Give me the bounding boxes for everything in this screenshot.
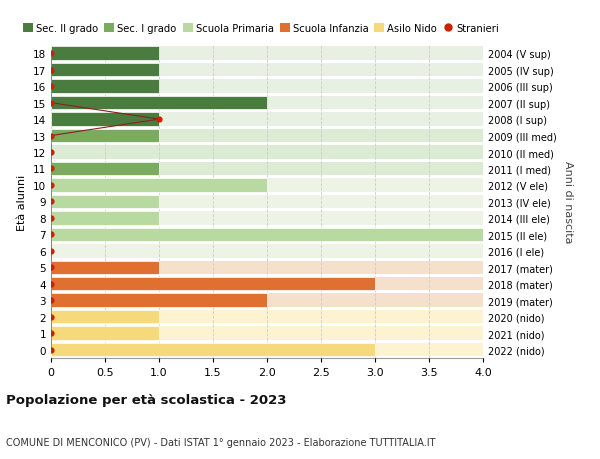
Bar (51, 113, 159, 127)
Bar (51, 64, 483, 77)
Bar (51, 162, 159, 176)
Bar (51, 47, 483, 61)
Bar (51, 195, 483, 209)
Y-axis label: Età alunni: Età alunni (17, 174, 28, 230)
Bar (51, 294, 267, 307)
Bar (51, 47, 159, 61)
Bar (51, 129, 159, 143)
Bar (51, 327, 159, 340)
Bar (51, 310, 483, 324)
Bar (51, 80, 483, 94)
Bar (51, 277, 483, 291)
Bar (51, 97, 267, 110)
Bar (51, 327, 483, 340)
Bar (51, 228, 483, 241)
Bar (51, 113, 483, 127)
Bar (51, 212, 483, 225)
Bar (51, 294, 483, 307)
Bar (51, 64, 159, 77)
Bar (51, 228, 483, 241)
Bar (51, 212, 159, 225)
Bar (51, 80, 159, 94)
Bar (51, 245, 483, 258)
Bar (51, 162, 483, 176)
Text: COMUNE DI MENCONICO (PV) - Dati ISTAT 1° gennaio 2023 - Elaborazione TUTTITALIA.: COMUNE DI MENCONICO (PV) - Dati ISTAT 1°… (6, 437, 436, 448)
Bar (51, 310, 159, 324)
Bar (51, 343, 375, 357)
Bar (51, 195, 159, 209)
Bar (51, 97, 483, 110)
Y-axis label: Anni di nascita: Anni di nascita (563, 161, 573, 243)
Bar (51, 261, 483, 274)
Bar (51, 179, 483, 192)
Text: Popolazione per età scolastica - 2023: Popolazione per età scolastica - 2023 (6, 393, 287, 406)
Bar (51, 343, 483, 357)
Bar (51, 129, 483, 143)
Legend: Sec. II grado, Sec. I grado, Scuola Primaria, Scuola Infanzia, Asilo Nido, Stran: Sec. II grado, Sec. I grado, Scuola Prim… (19, 20, 503, 38)
Bar (51, 179, 267, 192)
Bar (51, 146, 483, 159)
Bar (51, 277, 375, 291)
Bar (51, 261, 159, 274)
